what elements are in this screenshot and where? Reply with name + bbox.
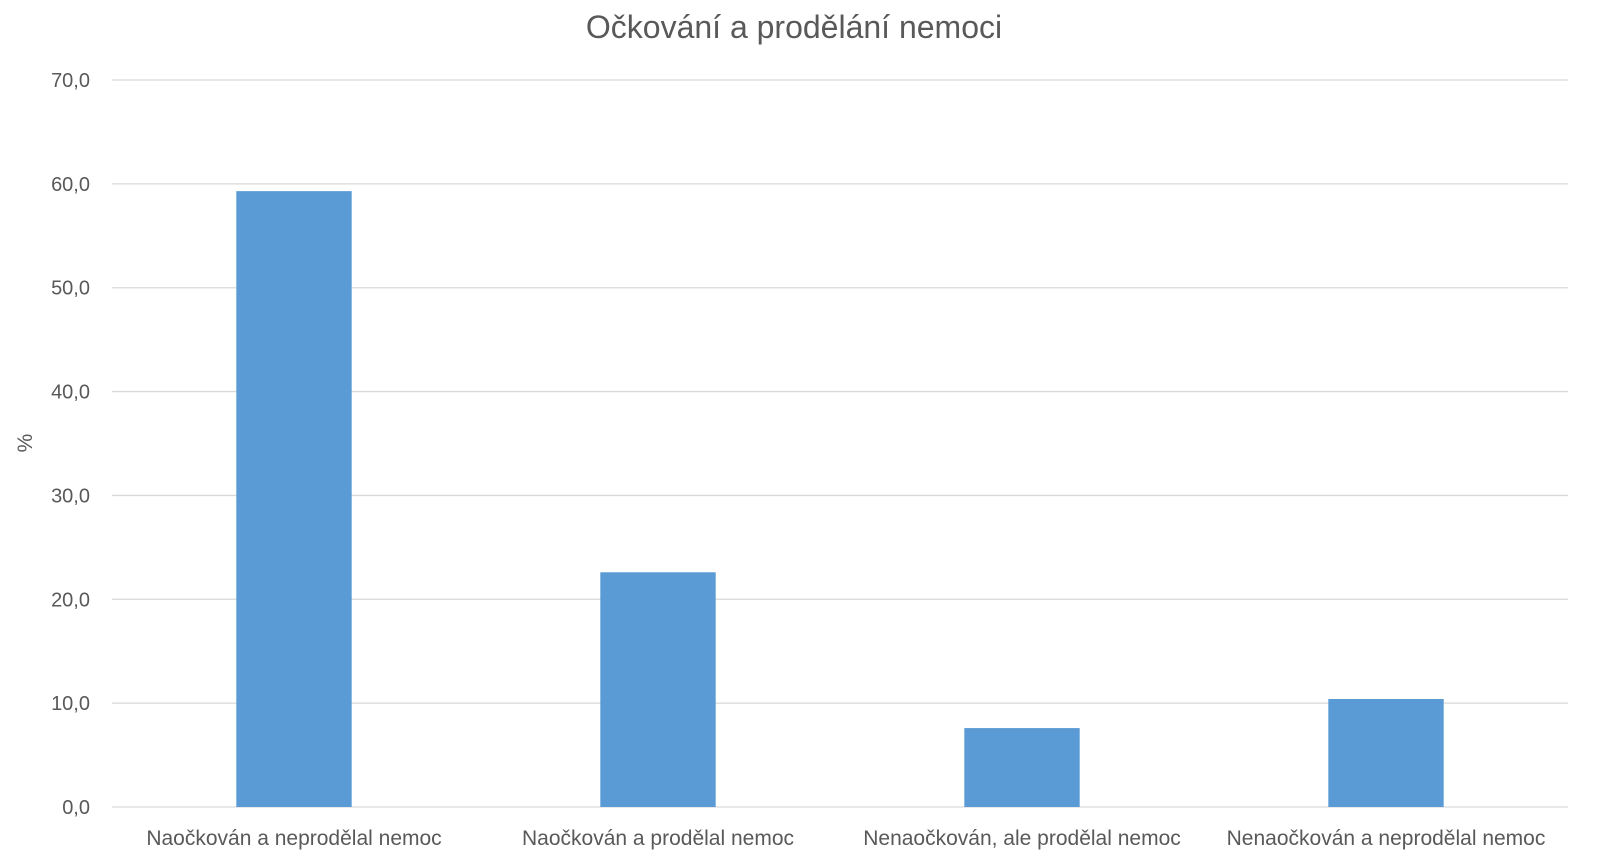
bar: [1328, 698, 1444, 807]
x-tick-label: Naočkován a neprodělal nemoc: [146, 827, 441, 850]
y-axis-label: %: [14, 434, 37, 453]
y-tick-label: 10,0: [51, 693, 90, 715]
y-tick-label: 50,0: [51, 278, 90, 300]
x-tick-label: Nenaočkován, ale prodělal nemoc: [863, 827, 1181, 850]
gridlines: [112, 79, 1568, 808]
x-tick-label: Naočkován a prodělal nemoc: [522, 827, 794, 850]
x-axis-ticks: Naočkován a neprodělal nemoc Naočkován a …: [146, 827, 1545, 850]
y-tick-label: 40,0: [51, 382, 90, 404]
y-axis-ticks: 0,0 10,0 20,0 30,0 40,0 50,0 60,0 70,0: [51, 70, 90, 819]
chart-title: Očkování a prodělání nemoci: [586, 9, 1002, 45]
x-tick-label: Nenaočkován a neprodělal nemoc: [1227, 827, 1546, 850]
bar: [600, 572, 716, 807]
y-tick-label: 0,0: [62, 797, 90, 819]
bar: [236, 191, 352, 807]
y-tick-label: 20,0: [51, 589, 90, 611]
y-tick-label: 60,0: [51, 174, 90, 196]
bar: [964, 728, 1080, 807]
y-tick-label: 30,0: [51, 485, 90, 507]
bars: [236, 191, 1444, 807]
y-tick-label: 70,0: [51, 70, 90, 92]
